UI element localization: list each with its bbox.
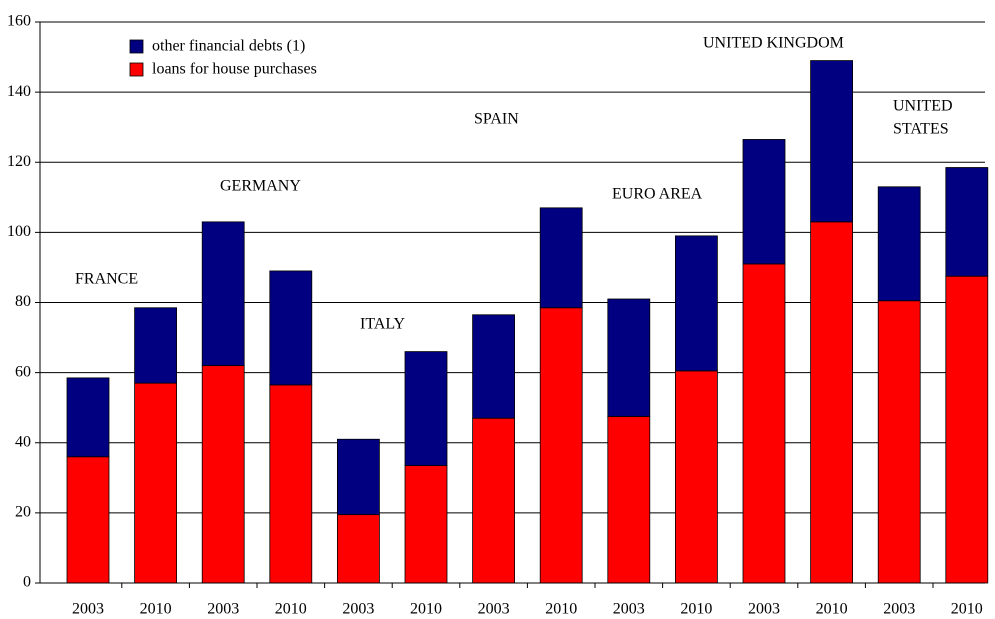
country-label: UNITED	[893, 98, 953, 115]
bar-segment	[404, 351, 448, 466]
bar-segment	[66, 377, 110, 458]
bar-segment	[742, 139, 786, 265]
bar-segment	[810, 60, 853, 223]
x-tick-label: 2010	[680, 601, 712, 618]
country-label: UNITED KINGDOM	[703, 35, 844, 52]
bar-segment	[66, 456, 110, 584]
bar-segment	[539, 207, 583, 309]
y-tick-label: 120	[7, 153, 31, 170]
bar-segment	[742, 263, 786, 584]
bar-segment	[877, 186, 921, 302]
y-tick-label: 20	[15, 504, 31, 521]
bar-segment	[472, 314, 516, 419]
country-label: ITALY	[360, 316, 406, 333]
x-tick-label: 2010	[951, 601, 983, 618]
bar-segment	[269, 384, 313, 584]
x-tick-label: 2003	[72, 601, 104, 618]
bar-segment	[539, 307, 583, 584]
x-tick-label: 2010	[275, 601, 307, 618]
bar-segment	[336, 514, 380, 584]
bar-segment	[810, 221, 853, 584]
x-tick-label: 2003	[613, 601, 645, 618]
y-tick-label: 100	[7, 223, 31, 240]
country-label: SPAIN	[474, 111, 519, 128]
bar-segment	[945, 275, 989, 584]
country-label: STATES	[893, 121, 949, 138]
country-label: FRANCE	[75, 271, 138, 288]
country-label: GERMANY	[220, 178, 301, 195]
legend-swatch	[129, 39, 144, 54]
x-tick-label: 2003	[478, 601, 510, 618]
bar-segment	[607, 416, 651, 584]
bar-segment	[472, 417, 516, 584]
x-tick-label: 2010	[140, 601, 172, 618]
y-tick-label: 40	[15, 433, 31, 450]
y-tick-label: 60	[15, 363, 31, 380]
bar-segment	[269, 270, 313, 386]
bar-segment	[675, 370, 718, 584]
bar-segment	[201, 221, 245, 367]
x-tick-label: 2010	[816, 601, 848, 618]
x-tick-label: 2003	[883, 601, 915, 618]
bar-segment	[336, 438, 380, 516]
bar-segment	[945, 167, 989, 277]
x-tick-label: 2010	[410, 601, 442, 618]
bar-segment	[607, 298, 651, 417]
x-tick-label: 2003	[748, 601, 780, 618]
bar-segment	[877, 300, 921, 584]
x-tick-label: 2003	[207, 601, 239, 618]
legend-label: loans for house purchases	[152, 61, 317, 78]
legend-label: other financial debts (1)	[152, 38, 305, 55]
x-tick-label: 2010	[545, 601, 577, 618]
x-tick-label: 2003	[342, 601, 374, 618]
y-tick-label: 160	[7, 13, 31, 30]
bar-segment	[201, 365, 245, 584]
y-tick-label: 140	[7, 83, 31, 100]
bar-segment	[134, 382, 178, 584]
bar-segment	[675, 235, 718, 372]
country-label: EURO AREA	[612, 186, 703, 203]
y-tick-label: 0	[23, 574, 31, 591]
y-tick-label: 80	[15, 293, 31, 310]
bar-segment	[404, 465, 448, 584]
legend-swatch	[129, 62, 144, 77]
bar-segment	[134, 307, 178, 384]
